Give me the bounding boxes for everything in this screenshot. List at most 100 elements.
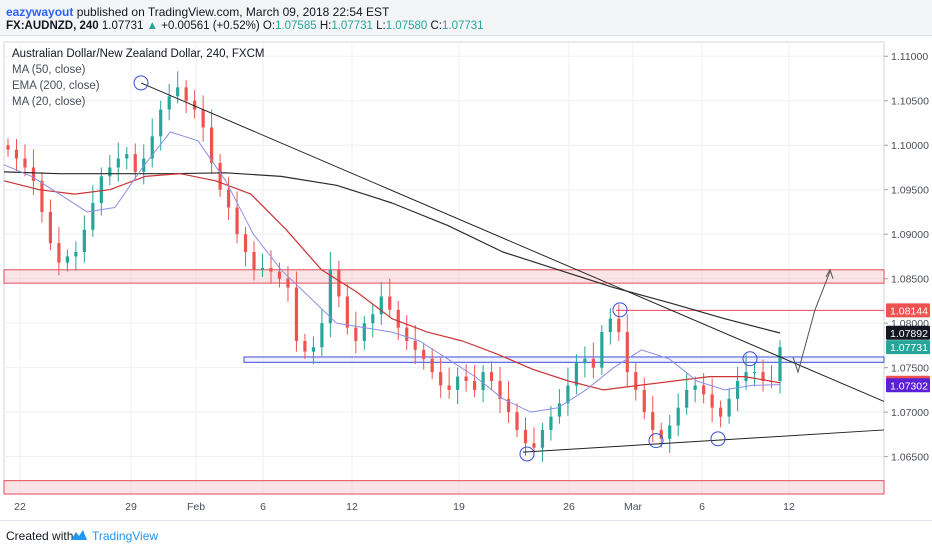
support-zone — [243, 356, 885, 363]
y-tick-label: 1.10000 — [891, 140, 929, 152]
candle-body — [379, 296, 383, 315]
ema200-line — [3, 171, 781, 334]
candle-body — [74, 251, 78, 257]
close-label: C: — [430, 20, 442, 32]
candle-body — [642, 389, 646, 413]
candle-body — [91, 203, 95, 230]
price-badge-label: 1.07731 — [890, 342, 928, 354]
legend-ma50[interactable]: MA (50, close) — [12, 64, 86, 76]
candle-body — [422, 349, 426, 359]
y-tick-label: 1.10500 — [891, 96, 929, 108]
swing-point-marker — [612, 302, 628, 318]
price-badge-label: 1.07892 — [890, 328, 928, 340]
candle-body — [515, 412, 519, 430]
candle-body — [31, 167, 36, 181]
candle-body — [735, 381, 740, 399]
created-with-text: Created with — [6, 529, 74, 543]
candle-body — [456, 376, 460, 390]
y-tick-label: 1.08500 — [891, 274, 929, 286]
candle-body — [235, 207, 239, 235]
tradingview-brand-link[interactable]: TradingView — [92, 529, 159, 543]
legend-ema200[interactable]: EMA (200, close) — [12, 80, 100, 92]
ascending-trendline — [522, 429, 885, 453]
x-tick-label: 22 — [14, 501, 26, 513]
candle-body — [167, 96, 171, 110]
candle-body — [557, 403, 562, 417]
candle-body — [778, 347, 782, 381]
candle-body — [481, 372, 485, 390]
candle-body — [260, 268, 265, 270]
descending-trendline — [140, 82, 885, 402]
candle-body — [702, 385, 706, 395]
candle-body — [354, 327, 358, 341]
candle-body — [99, 176, 103, 204]
plot-frame — [3, 41, 885, 495]
candle-body — [693, 385, 697, 390]
price-badge — [886, 378, 930, 393]
candle-body — [761, 372, 765, 381]
y-tick-label: 1.06500 — [891, 452, 929, 464]
y-tick-label: 1.07500 — [891, 363, 929, 375]
candle-body — [583, 358, 587, 364]
y-tick-label: 1.11000 — [891, 51, 928, 63]
candle-body — [549, 416, 553, 430]
candle-body — [506, 398, 511, 413]
candle-body — [668, 425, 672, 439]
candle-body — [600, 332, 604, 368]
chart-area[interactable]: 1.11000 1.10500 1.10000 1.09500 1.09000 1.085… — [0, 36, 932, 520]
candle-body — [608, 318, 612, 333]
tradingview-logo-icon[interactable] — [70, 528, 88, 542]
published-text: published on TradingView.com, March 09, … — [76, 5, 390, 19]
candle-body — [337, 269, 341, 297]
price-change: +0.00561 (+0.52%) — [161, 20, 260, 32]
candle-body — [184, 87, 188, 101]
projection-arrowhead — [825, 268, 834, 279]
candle-body — [252, 251, 256, 270]
candle-body — [269, 268, 273, 272]
price-chart[interactable]: 1.11000 1.10500 1.10000 1.09500 1.09000 1.085… — [0, 36, 932, 520]
publish-info: eazywayout published on TradingView.com,… — [6, 5, 389, 19]
candle-body — [566, 385, 570, 404]
candle-body — [405, 327, 409, 341]
candle-body — [345, 296, 349, 328]
candle-body — [464, 376, 468, 381]
legend-ma20[interactable]: MA (20, close) — [12, 96, 86, 108]
candle-body — [540, 429, 545, 448]
open-value: 1.07585 — [275, 20, 317, 32]
x-tick-label: 12 — [783, 501, 795, 513]
candle-body — [57, 243, 61, 263]
y-tick-label: 1.09500 — [891, 185, 929, 197]
swing-point-marker — [519, 446, 535, 462]
resistance-zone — [3, 269, 885, 284]
publish-header: eazywayout published on TradingView.com,… — [0, 0, 932, 36]
candle-body — [40, 180, 44, 212]
x-tick-label: 6 — [260, 501, 266, 513]
candle-body — [617, 318, 621, 333]
legend-title: Australian Dollar/New Zealand Dollar, 24… — [12, 48, 265, 60]
candle-body — [210, 127, 214, 164]
candle-body — [159, 109, 163, 137]
author-username[interactable]: eazywayout — [6, 5, 74, 19]
symbol-label: FX:AUDNZD, 240 — [6, 20, 99, 32]
candle-body — [243, 234, 248, 252]
candle-body — [14, 149, 19, 159]
candle-body — [489, 372, 494, 381]
candle-body — [176, 87, 180, 97]
swing-point-marker — [710, 431, 726, 447]
candle-body — [311, 347, 316, 352]
footer: Created with TradingView — [0, 520, 932, 550]
candle-body — [651, 412, 655, 430]
swing-point-marker — [742, 351, 758, 367]
close-value: 1.07731 — [441, 20, 484, 32]
price-badge-label: 1.08144 — [890, 305, 928, 317]
candle-body — [371, 314, 375, 324]
candle-body — [201, 109, 205, 128]
candle-body — [328, 269, 332, 324]
candle-body — [23, 158, 27, 168]
candle-body — [294, 287, 299, 341]
candle-body — [685, 389, 689, 408]
candle-body — [277, 271, 282, 279]
candle-body — [710, 394, 714, 408]
candle-body — [116, 158, 120, 168]
candle-body — [6, 145, 10, 150]
